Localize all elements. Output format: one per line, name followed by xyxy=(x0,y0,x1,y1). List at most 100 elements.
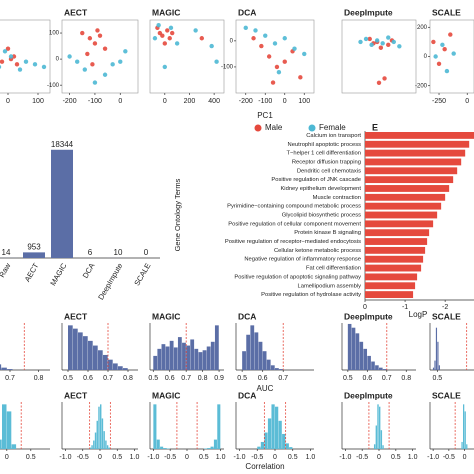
histogram-bar xyxy=(0,439,2,449)
x-tick-label: Raw xyxy=(0,261,13,279)
histogram-bar xyxy=(246,334,251,370)
x-axis-label: LogP xyxy=(409,310,428,319)
point xyxy=(165,28,170,33)
panel-title: MAGIC xyxy=(152,7,180,17)
point xyxy=(23,59,29,64)
y-tick-label: 200 xyxy=(417,25,428,31)
histogram-bar xyxy=(275,406,279,449)
point xyxy=(367,36,372,42)
histogram-bar xyxy=(198,352,203,370)
point xyxy=(436,61,442,66)
bar xyxy=(365,291,414,298)
legend-label: Female xyxy=(319,123,346,132)
x-tick-label: -200 xyxy=(239,98,253,105)
x-tick-label: 0.8 xyxy=(198,375,208,382)
x-tick-label: 1.0 xyxy=(130,454,140,461)
x-tick-label: 0.6 xyxy=(83,375,93,382)
point xyxy=(266,54,272,59)
bar xyxy=(365,132,474,139)
point xyxy=(272,41,278,46)
panel-frame xyxy=(341,19,417,94)
x-tick-label: 0 xyxy=(185,454,189,461)
histogram-bar xyxy=(190,339,195,370)
bar xyxy=(51,149,73,258)
point xyxy=(282,36,287,41)
x-tick-label: -1.0 xyxy=(59,454,71,461)
point xyxy=(168,25,174,31)
x-tick-label: -1.0 xyxy=(147,454,159,461)
point xyxy=(95,28,100,33)
histogram-bar xyxy=(207,448,211,449)
x-tick-label: 0.7 xyxy=(278,375,288,382)
x-tick-label: 0.6 xyxy=(362,375,372,382)
x-tick-label: 0.5 xyxy=(63,375,73,382)
x-tick-label: 0.5 xyxy=(288,454,298,461)
histogram-bar xyxy=(359,341,364,370)
point xyxy=(110,62,115,67)
category-label: Kidney epithelium development xyxy=(280,186,361,192)
point xyxy=(451,51,456,56)
x-tick-label: 0 xyxy=(363,304,367,311)
histogram-bar xyxy=(380,430,383,449)
category-label: Glycolipid biosynthetic process xyxy=(282,213,361,219)
histogram-bar xyxy=(11,444,17,449)
panel-title: AECT xyxy=(64,311,88,321)
point xyxy=(90,62,95,67)
histogram-bar xyxy=(182,342,186,370)
histogram-bar xyxy=(91,445,93,449)
x-tick-label: -1.0 xyxy=(427,454,439,461)
point xyxy=(270,80,276,85)
x-tick-label: AECT xyxy=(23,261,41,283)
bar xyxy=(365,246,426,254)
point xyxy=(118,59,123,64)
histogram-bar xyxy=(108,359,113,370)
x-tick-label: 0.5 xyxy=(432,375,442,382)
panel-title: AECT xyxy=(64,390,88,400)
histogram-bar xyxy=(153,355,158,370)
point xyxy=(156,23,161,28)
x-tick-label: -100 xyxy=(88,98,102,105)
point xyxy=(302,51,307,57)
x-tick-label: -200 xyxy=(63,98,77,105)
histogram-bar xyxy=(275,368,279,370)
point xyxy=(2,49,8,54)
point xyxy=(386,42,391,48)
histogram-bar xyxy=(264,432,268,449)
x-axis-label: Correlation xyxy=(245,462,284,471)
x-tick-label: 0 xyxy=(465,98,469,105)
x-tick-label: -0.5 xyxy=(356,454,368,461)
histogram-bar xyxy=(382,445,384,449)
histogram-bar xyxy=(103,354,108,370)
x-tick-label: 0.5 xyxy=(112,454,122,461)
histogram-bar xyxy=(377,404,379,449)
point xyxy=(75,59,80,64)
bar xyxy=(365,158,462,166)
x-tick-label: 0 xyxy=(463,454,467,461)
histogram-bar xyxy=(160,446,164,449)
y-tick-label: 100 xyxy=(49,31,60,37)
bar xyxy=(365,193,446,201)
histogram-bar xyxy=(375,425,378,449)
category-label: Dendritic cell chemotaxis xyxy=(297,168,361,174)
point xyxy=(243,25,248,31)
point xyxy=(386,35,391,40)
histogram-bar xyxy=(113,363,118,370)
panel-title: SCALE xyxy=(432,390,461,400)
panel-title: DCA xyxy=(238,311,256,321)
point xyxy=(274,64,280,70)
panel-title: AECT xyxy=(64,7,88,17)
x-tick-label: 0 xyxy=(273,454,277,461)
histogram-bar xyxy=(363,348,368,370)
x-tick-label: 0.6 xyxy=(258,375,268,382)
point xyxy=(376,80,382,85)
histogram-bar xyxy=(210,446,214,449)
point xyxy=(292,46,297,51)
histogram-bar xyxy=(93,345,98,370)
histogram-bar xyxy=(267,418,272,449)
category-label: Neutrophil apoptotic process xyxy=(288,142,362,148)
x-tick-label: 0 xyxy=(283,98,287,105)
point xyxy=(162,41,167,46)
point xyxy=(85,51,90,57)
point xyxy=(442,47,447,52)
category-label: Positive regulation of JNK cascade xyxy=(271,177,361,183)
